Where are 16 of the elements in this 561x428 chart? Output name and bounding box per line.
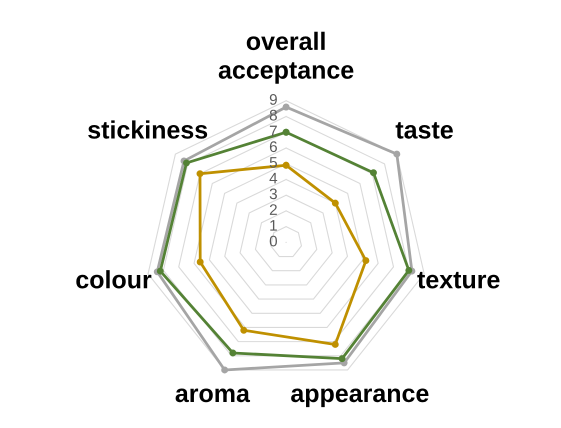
y-tick-label: 4 — [269, 172, 278, 184]
spoke-label: overall acceptance — [218, 32, 354, 84]
y-tick-label: 0 — [270, 236, 278, 246]
y-tick-label: 9 — [270, 94, 277, 105]
y-tick-label: 7 — [270, 126, 277, 136]
y-tick-label: 3 — [270, 188, 277, 200]
y-tick-label: 2 — [270, 204, 277, 215]
spoke-label: aroma — [176, 388, 250, 402]
spoke-label: texture — [417, 272, 500, 288]
spoke-label: colour — [76, 270, 152, 288]
y-tick-label: 6 — [270, 141, 277, 152]
spoke-label: taste — [396, 122, 453, 139]
y-tick-label: 8 — [270, 110, 277, 121]
spoke-label: stickiness — [88, 120, 208, 139]
y-tick-label: 1 — [270, 220, 277, 231]
spoke-label: appearance — [291, 388, 428, 408]
